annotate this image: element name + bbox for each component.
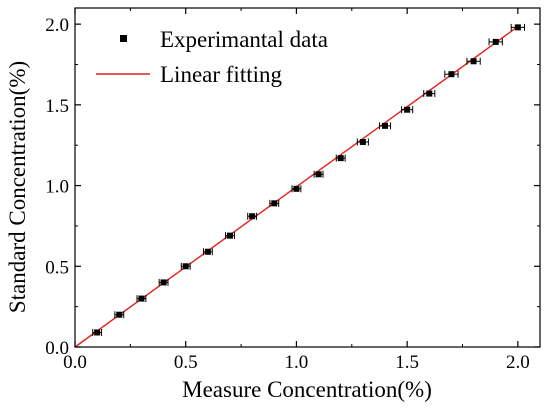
plot-content <box>74 23 525 348</box>
data-point <box>444 70 459 78</box>
data-point <box>488 38 503 46</box>
data-point <box>158 278 169 286</box>
y-axis-title: Standard Concentration(%) <box>5 61 30 313</box>
data-marker <box>116 311 123 318</box>
x-tick-label: 2.0 <box>506 352 530 373</box>
data-marker <box>426 90 433 97</box>
data-marker <box>337 155 344 162</box>
data-point <box>180 262 191 270</box>
data-point <box>378 122 392 130</box>
data-marker <box>359 138 366 145</box>
data-marker <box>138 295 145 302</box>
x-tick-label: 1.0 <box>285 352 309 373</box>
data-marker <box>293 185 300 192</box>
data-point <box>335 154 346 162</box>
data-marker <box>315 171 322 178</box>
data-point <box>225 232 235 240</box>
data-point <box>114 311 125 319</box>
data-point <box>291 185 302 193</box>
data-point <box>313 170 324 178</box>
data-point <box>356 138 369 146</box>
y-tick-label: 1.0 <box>45 177 69 198</box>
legend-label: Linear fitting <box>160 62 282 87</box>
axes: 0.0 0.5 1.0 1.5 2.0 0.0 0.5 1.0 1.5 2.0 <box>45 7 541 373</box>
data-marker <box>271 200 278 207</box>
y-tick-label: 0.5 <box>45 257 69 278</box>
x-axis-title: Measure Concentration(%) <box>182 377 432 402</box>
data-point <box>92 328 103 336</box>
x-tick-label: 0.5 <box>174 352 198 373</box>
y-tick-label: 0.0 <box>45 338 69 359</box>
data-marker <box>448 71 455 78</box>
data-marker <box>94 329 101 336</box>
x-tick-label: 1.5 <box>395 352 419 373</box>
data-marker <box>492 38 499 45</box>
legend: Experimantal data Linear fitting <box>96 27 328 87</box>
data-marker <box>204 248 211 255</box>
data-marker <box>182 263 189 270</box>
legend-item-data: Experimantal data <box>120 27 328 52</box>
data-point <box>136 295 147 303</box>
data-point <box>202 248 213 256</box>
data-marker <box>160 279 167 286</box>
legend-marker <box>120 35 127 42</box>
y-tick-label: 2.0 <box>45 15 69 36</box>
legend-item-fit: Linear fitting <box>96 62 282 87</box>
data-point <box>510 23 525 31</box>
x-tick-label: 0.0 <box>63 352 87 373</box>
legend-label: Experimantal data <box>160 27 328 52</box>
data-marker <box>249 213 256 220</box>
data-point <box>466 57 481 65</box>
data-point <box>247 212 258 220</box>
data-marker <box>404 106 411 113</box>
data-point <box>423 90 436 98</box>
data-marker <box>382 122 388 129</box>
data-point <box>401 106 414 114</box>
data-marker <box>514 24 521 31</box>
data-marker <box>470 58 477 65</box>
data-marker <box>227 232 233 239</box>
plot-frame <box>74 7 541 348</box>
data-point <box>269 199 280 207</box>
y-tick-label: 1.5 <box>45 96 69 117</box>
